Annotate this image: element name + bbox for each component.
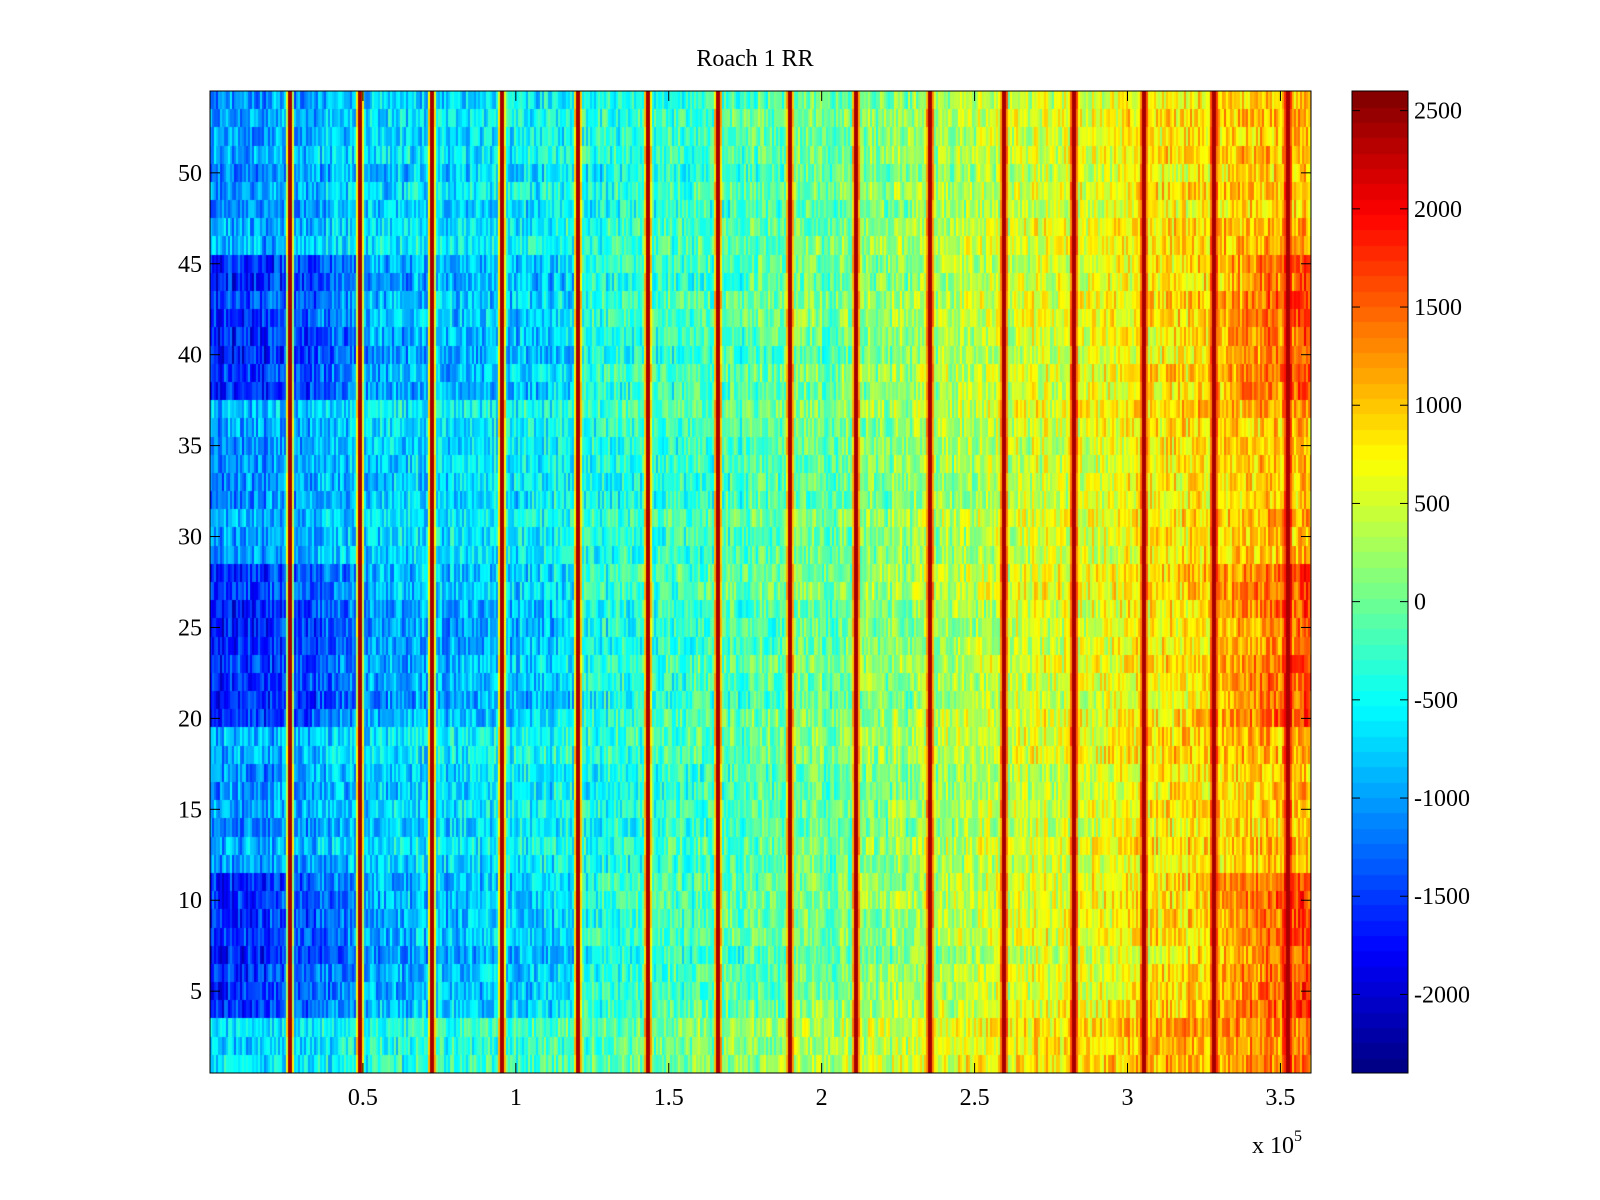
plot-frame <box>209 90 1312 1074</box>
x-tick-label: 1.5 <box>654 1085 684 1111</box>
x-tick-label: 2 <box>816 1085 828 1111</box>
colorbar-tick-label: 1000 <box>1414 393 1462 419</box>
y-tick-label: 30 <box>178 525 202 551</box>
colorbar-axis: 2500 2000 1500 1000 500 0 -500 -1000 -1500 -2000 <box>1352 99 1470 1008</box>
y-tick-label: 35 <box>178 434 202 460</box>
y-tick-label: 50 <box>178 161 202 187</box>
x-tick-label: 1 <box>510 1085 522 1111</box>
y-tick-label: 20 <box>178 706 202 732</box>
colorbar-tick-label: 0 <box>1414 590 1426 616</box>
y-tick-label: 40 <box>178 343 202 369</box>
chart-title: Roach 1 RR <box>696 46 813 72</box>
colorbar-tick-label: -2000 <box>1414 982 1470 1008</box>
colorbar-frame <box>1351 90 1409 1074</box>
y-tick-label: 10 <box>178 888 202 914</box>
x-multiplier-exponent: 5 <box>1294 1128 1302 1145</box>
y-axis: 5 10 15 20 25 30 35 40 45 50 <box>178 161 1311 1005</box>
colorbar-tick-label: -500 <box>1414 688 1458 714</box>
y-tick-label: 15 <box>178 797 202 823</box>
colorbar-tick-label: -1500 <box>1414 884 1470 910</box>
heatmap-canvas-holder <box>210 91 1311 1073</box>
x-tick-label: 3 <box>1122 1085 1134 1111</box>
colorbar-tick-label: 2000 <box>1414 197 1462 223</box>
colorbar-tick-label: 2500 <box>1414 99 1462 125</box>
x-tick-label: 3.5 <box>1265 1085 1295 1111</box>
y-tick-label: 45 <box>178 252 202 278</box>
colorbar-canvas-holder <box>1352 91 1408 1073</box>
x-axis: 0.5 1 1.5 2 2.5 3 3.5 <box>348 91 1295 1111</box>
x-tick-label: 2.5 <box>960 1085 990 1111</box>
x-tick-label: 0.5 <box>348 1085 378 1111</box>
x-multiplier: x 105 <box>1252 1128 1302 1159</box>
y-tick-label: 25 <box>178 615 202 641</box>
colorbar-tick-label: 500 <box>1414 491 1450 517</box>
colorbar-tick-label: -1000 <box>1414 786 1470 812</box>
y-tick-label: 5 <box>190 979 202 1005</box>
x-multiplier-base: x 10 <box>1252 1133 1294 1159</box>
colorbar-tick-label: 1500 <box>1414 295 1462 321</box>
